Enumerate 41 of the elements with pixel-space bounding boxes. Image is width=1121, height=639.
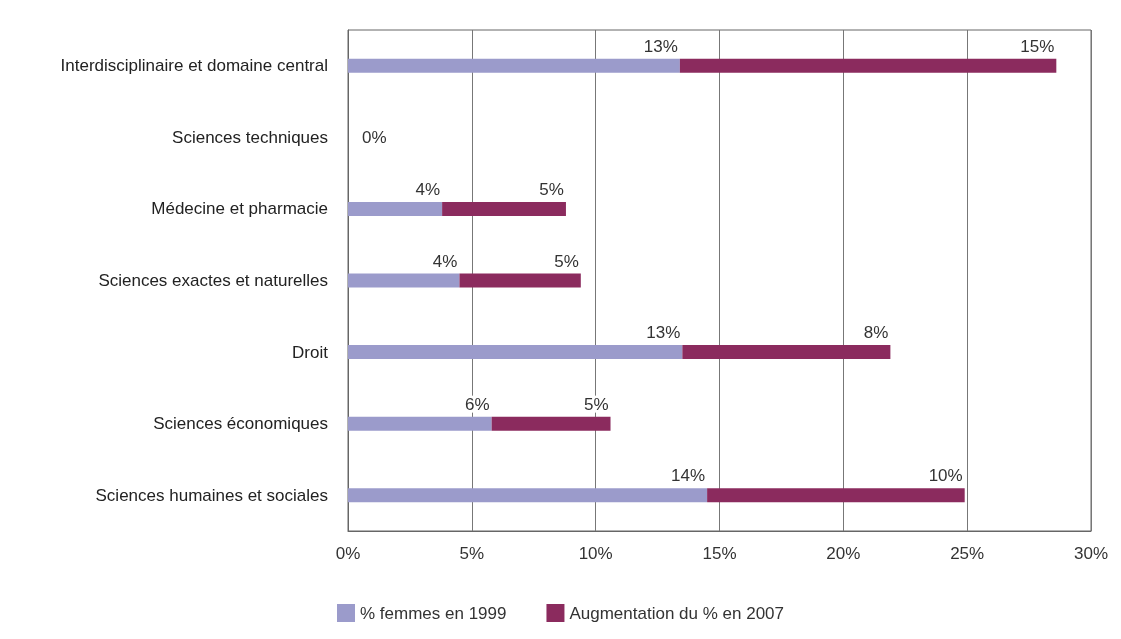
bar	[348, 58, 680, 73]
data-label: 4%	[432, 251, 458, 271]
y-tick-label: Médecine et pharmacie	[151, 199, 328, 219]
bar	[707, 488, 965, 503]
data-label: 6%	[465, 394, 490, 414]
x-tick-label: 15%	[702, 544, 737, 563]
bar	[682, 345, 891, 360]
data-label: 5%	[554, 251, 579, 271]
data-label: 10%	[928, 466, 963, 486]
data-label: 14%	[671, 466, 706, 486]
bar	[348, 273, 460, 288]
bar	[459, 273, 581, 288]
bar	[679, 58, 1057, 73]
y-tick-label: Droit	[292, 342, 329, 362]
data-label: 15%	[1020, 36, 1055, 56]
x-tick-label: 30%	[1073, 544, 1109, 563]
y-tick-label: Sciences exactes et naturelles	[98, 271, 328, 290]
y-tick-label: Sciences humaines et sociales	[95, 485, 328, 505]
x-tick-label: 10%	[578, 544, 613, 563]
data-label: 0%	[362, 127, 387, 147]
legend-label: % femmes en 1999	[359, 603, 507, 623]
bar	[348, 201, 443, 216]
bar	[442, 201, 566, 216]
bar	[491, 416, 611, 431]
data-label: 13%	[646, 323, 681, 343]
bar	[348, 416, 492, 431]
data-label: 8%	[863, 323, 889, 343]
x-tick-label: 5%	[459, 544, 485, 563]
data-label: 5%	[539, 179, 564, 199]
x-tick-label: 20%	[826, 544, 861, 563]
legend-label: Augmentation du % en 2007	[569, 603, 785, 623]
data-label: 4%	[415, 179, 441, 199]
bar	[348, 345, 683, 360]
x-tick-label: 0%	[335, 544, 361, 563]
y-tick-label: Sciences économiques	[153, 414, 328, 434]
data-label: 5%	[583, 394, 609, 414]
data-label: 13%	[643, 36, 678, 56]
bar	[348, 488, 708, 503]
y-tick-label: Interdisciplinaire et domaine central	[60, 56, 328, 76]
x-tick-label: 25%	[950, 544, 985, 563]
y-tick-label: Sciences techniques	[172, 127, 328, 147]
